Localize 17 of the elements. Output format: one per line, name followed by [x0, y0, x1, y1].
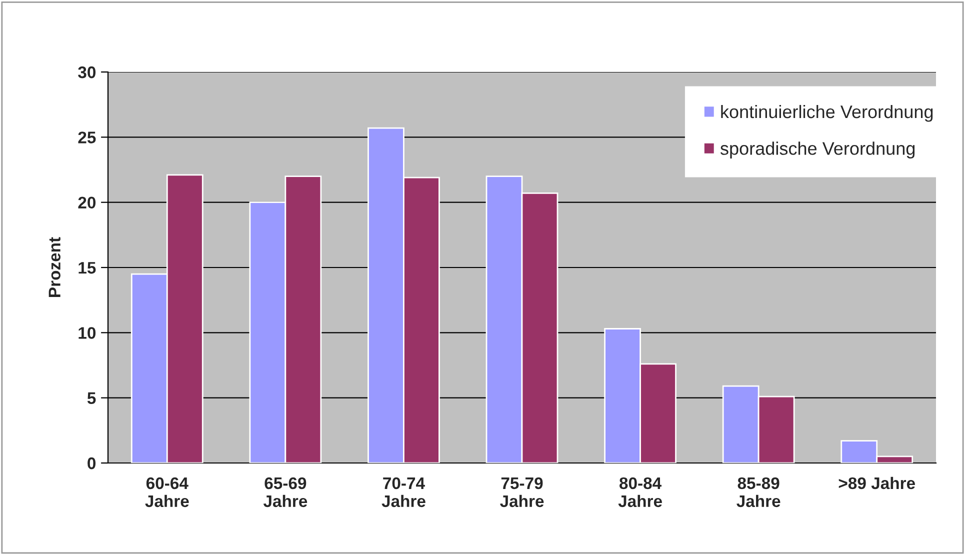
legend-label: sporadische Verordnung	[720, 142, 915, 158]
y-tick-label: 20	[78, 196, 96, 209]
y-tick-label: 5	[87, 392, 96, 404]
legend-label: kontinuierliche Verordnung	[721, 104, 933, 122]
x-tick-label: >89 Jahre	[838, 476, 915, 490]
y-tick-label: 25	[78, 132, 96, 144]
x-tick-label: 65-69 Jahre	[263, 477, 308, 508]
y-tick-label: 15	[78, 262, 96, 274]
x-tick-label: 60-64 Jahre	[145, 477, 189, 508]
y-tick-label: 10	[78, 327, 96, 339]
x-tick-label: 70-74 Jahre	[382, 477, 426, 508]
x-tick-label: 85-89 Jahre	[736, 477, 780, 508]
x-tick-label: 80-84 Jahre	[618, 477, 662, 508]
y-tick-label: 30	[78, 66, 96, 78]
y-axis-title: Prozent	[48, 237, 60, 297]
y-tick-label: 0	[88, 457, 96, 470]
x-tick-label: 75-79 Jahre	[500, 477, 544, 508]
